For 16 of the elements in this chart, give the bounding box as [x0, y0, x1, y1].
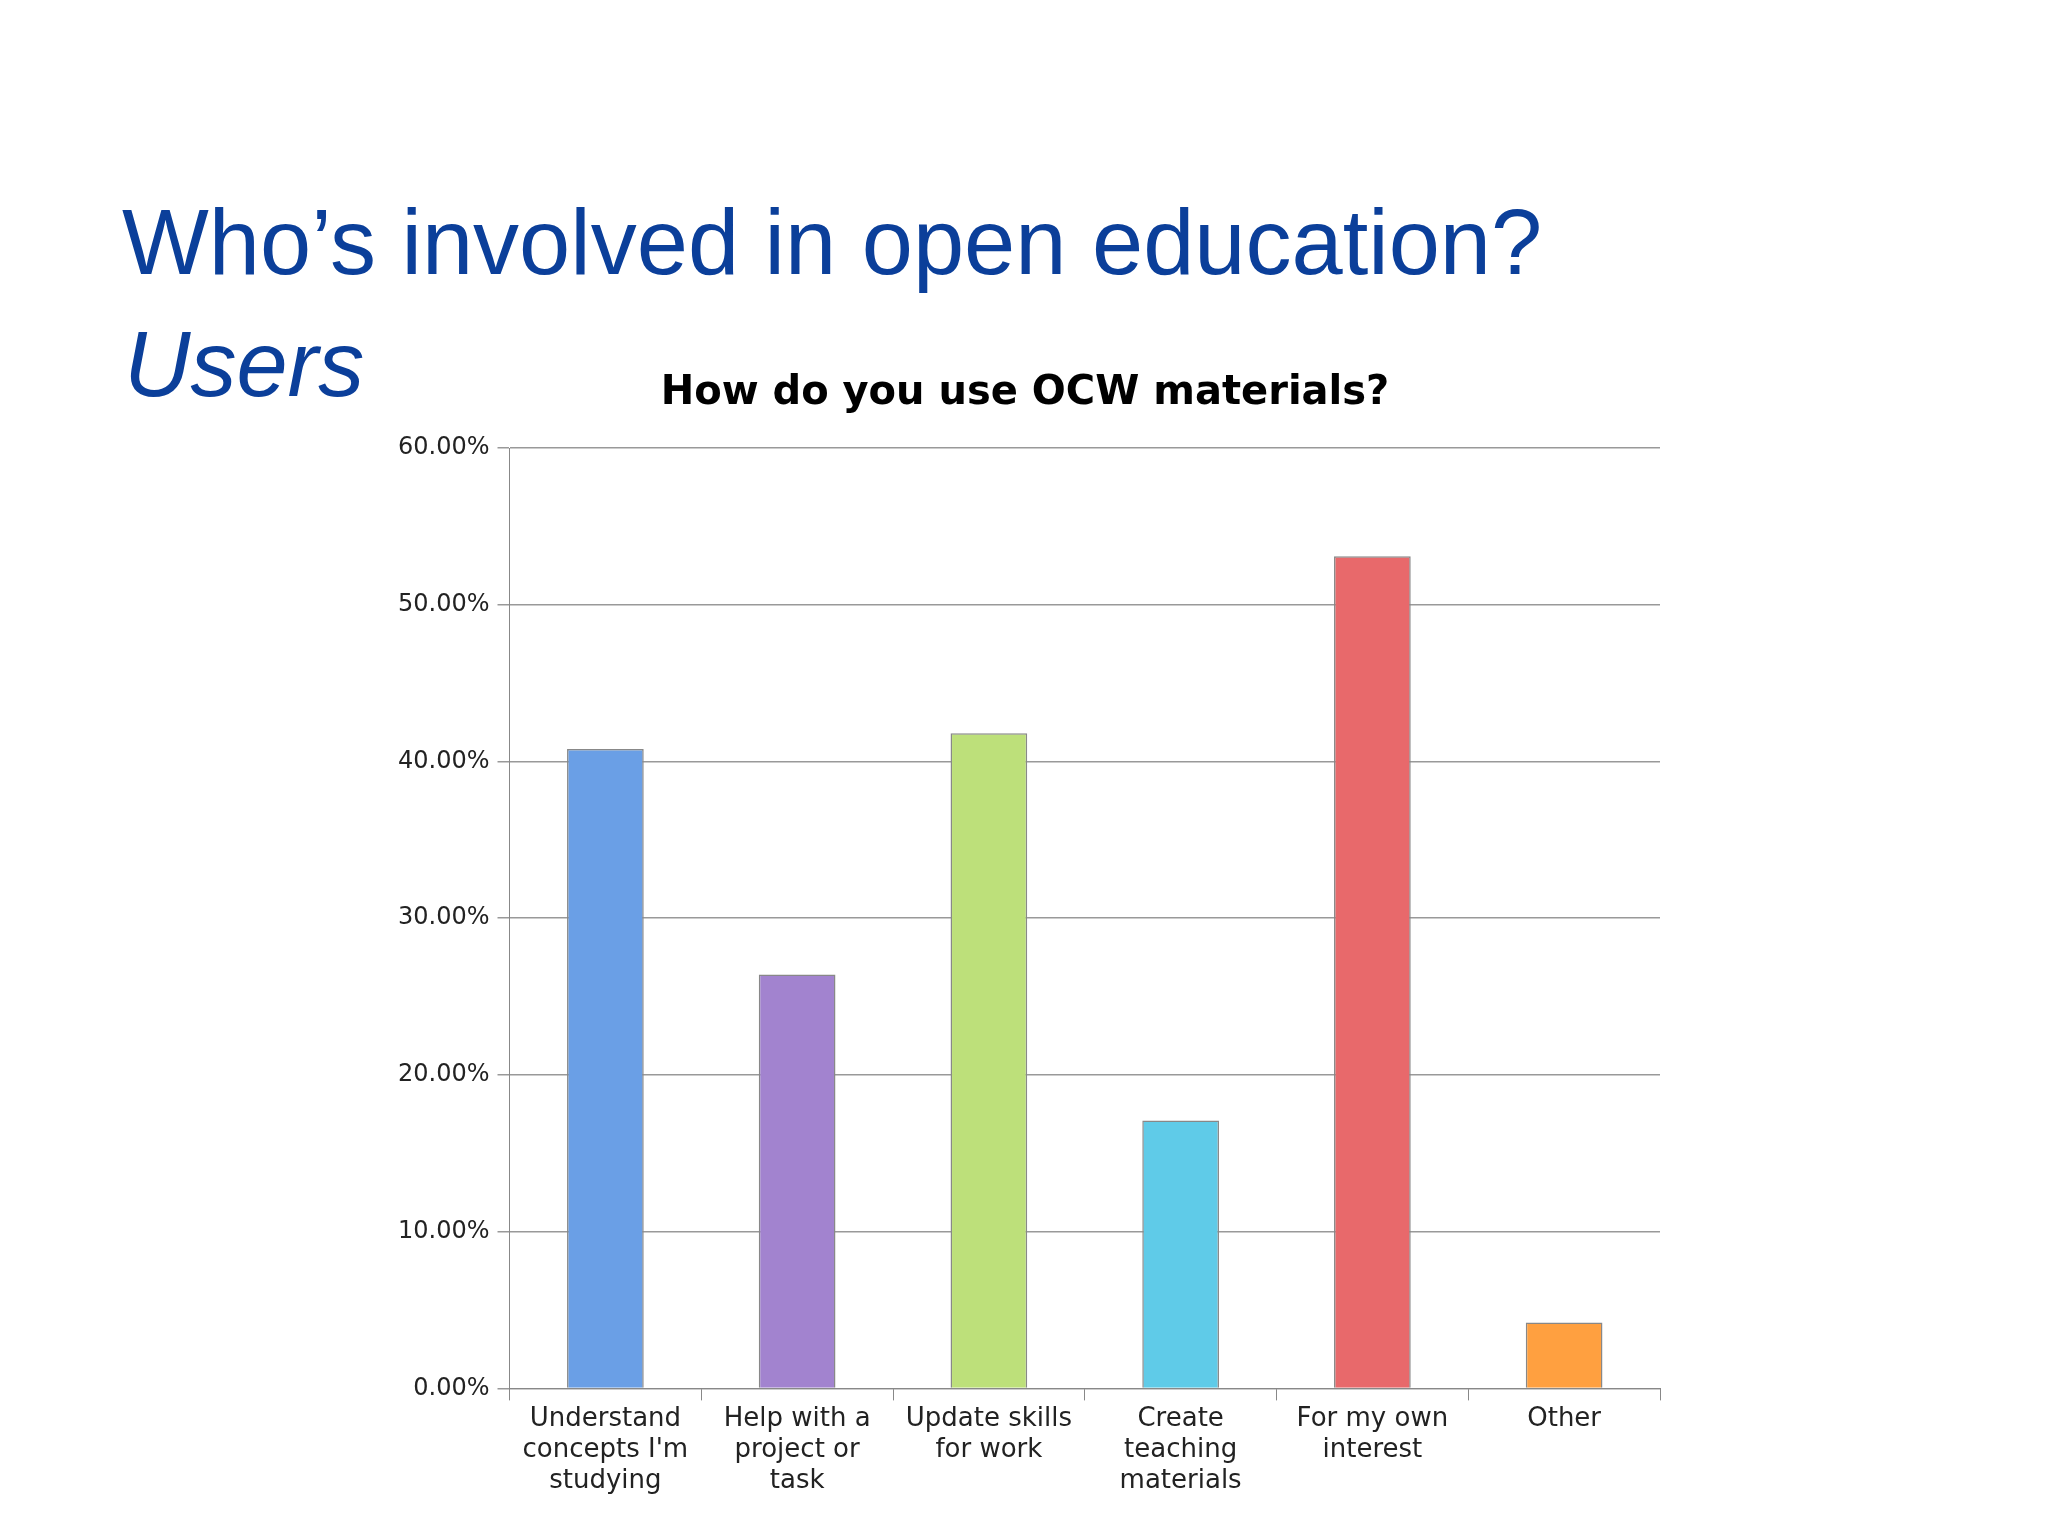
x-tick-label: Create teaching materials [1119, 1401, 1242, 1495]
x-tick-label: Other [1527, 1401, 1602, 1432]
y-tick-label: 10.00% [398, 1215, 490, 1244]
y-tick-label: 30.00% [398, 902, 490, 931]
text: Who’s involved in open education? [122, 190, 1543, 295]
y-tick-label: 0.00% [413, 1372, 490, 1401]
y-tick-label: 50.00% [398, 588, 490, 617]
x-tick-label: For my own interest [1296, 1401, 1449, 1463]
x-tick-label: Help with a project or task [723, 1401, 871, 1495]
x-tick-label: Understand concepts I'm studying [522, 1401, 689, 1495]
chart-title: How do you use OCW materials? [660, 367, 1390, 414]
x-tick-label: Update skills for work [905, 1401, 1073, 1463]
y-tick-label: 40.00% [398, 745, 490, 774]
y-tick-label: 60.00% [398, 432, 490, 461]
y-tick-label: 20.00% [398, 1059, 490, 1088]
text: Users [124, 312, 365, 417]
